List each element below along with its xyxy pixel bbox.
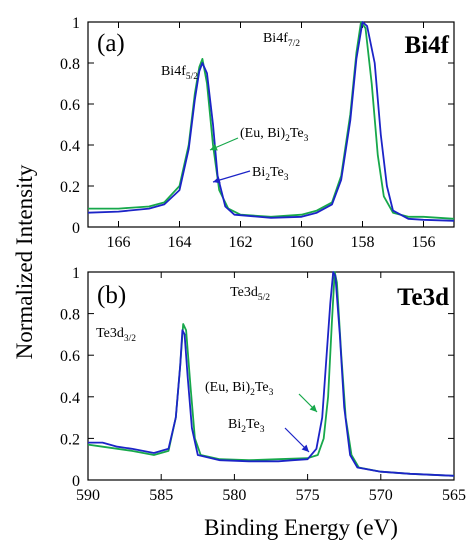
series-label: Bi2Te3	[252, 165, 289, 183]
peak-label: Bi4f7/2	[263, 31, 300, 49]
y-tick-label: 0	[72, 473, 80, 490]
plot-frame	[87, 271, 455, 481]
y-ticks: 0 0.2 0.4 0.6 0.8 1	[60, 15, 454, 237]
element-label: Bi4f	[405, 32, 450, 59]
peak-label: Te3d5/2	[230, 285, 270, 303]
x-tick-label: 160	[290, 234, 314, 251]
x-ticks: 590 585 580 575 570 565	[76, 272, 466, 504]
series-labels: (Eu, Bi)2Te3 Bi2Te3	[209, 126, 309, 184]
series-label: Bi2Te3	[228, 417, 265, 435]
peak-labels: Te3d3/2 Te3d5/2	[96, 285, 270, 344]
x-tick-label: 570	[369, 487, 393, 504]
element-label: Te3d	[397, 284, 449, 311]
y-tick-label: 1	[72, 15, 80, 32]
x-tick-label: 158	[351, 234, 375, 251]
peak-label: Bi4f5/2	[161, 64, 198, 82]
series-lines	[87, 271, 455, 477]
x-tick-label: 164	[168, 234, 192, 251]
panel-bi4f: 0 0.2 0.4 0.6 0.8 1 166 164 162 160 158 156 (a) Bi…	[60, 15, 455, 251]
x-axis-label: Binding Energy (eV)	[204, 515, 398, 540]
y-tick-label: 0	[72, 220, 80, 237]
series-lines	[87, 21, 455, 222]
y-tick-label: 0.6	[60, 97, 80, 114]
series-line	[87, 21, 455, 222]
y-ticks: 0 0.2 0.4 0.6 0.8 1	[60, 265, 454, 490]
y-tick-label: 0.4	[60, 390, 80, 407]
peak-labels: Bi4f5/2 Bi4f7/2	[161, 31, 300, 82]
x-tick-label: 575	[296, 487, 320, 504]
panel-te3d: 0 0.2 0.4 0.6 0.8 1 590 585 580 575 570 565 (b) Te…	[60, 265, 466, 504]
x-tick-label: 162	[229, 234, 253, 251]
y-tick-label: 0.2	[60, 179, 80, 196]
y-tick-label: 0.6	[60, 348, 80, 365]
x-tick-label: 565	[442, 487, 466, 504]
panel-letter: (b)	[97, 282, 126, 309]
series-arrow-head	[213, 176, 221, 184]
x-tick-label: 590	[76, 487, 100, 504]
y-axis-label: Normalized Intensity	[12, 164, 37, 359]
y-tick-label: 0.4	[60, 138, 80, 155]
x-tick-label: 585	[149, 487, 173, 504]
series-arrow-head	[309, 404, 317, 412]
y-tick-label: 1	[72, 265, 80, 282]
y-tick-label: 0.8	[60, 307, 80, 324]
series-line	[88, 21, 455, 220]
x-tick-label: 156	[412, 234, 436, 251]
peak-label: Te3d3/2	[96, 326, 136, 344]
series-arrow-head	[301, 444, 309, 452]
plot-frame	[87, 21, 455, 228]
x-tick-label: 580	[222, 487, 246, 504]
series-label: (Eu, Bi)2Te3	[240, 126, 309, 144]
panel-letter: (a)	[97, 30, 125, 57]
y-tick-label: 0.8	[60, 56, 80, 73]
x-ticks: 166 164 162 160 158 156	[107, 22, 436, 251]
series-labels: (Eu, Bi)2Te3 Bi2Te3	[205, 380, 318, 453]
series-arrow-head	[210, 144, 218, 151]
series-line	[88, 271, 455, 477]
x-tick-label: 166	[107, 234, 131, 251]
y-tick-label: 0.2	[60, 431, 80, 448]
series-label: (Eu, Bi)2Te3	[205, 380, 274, 398]
